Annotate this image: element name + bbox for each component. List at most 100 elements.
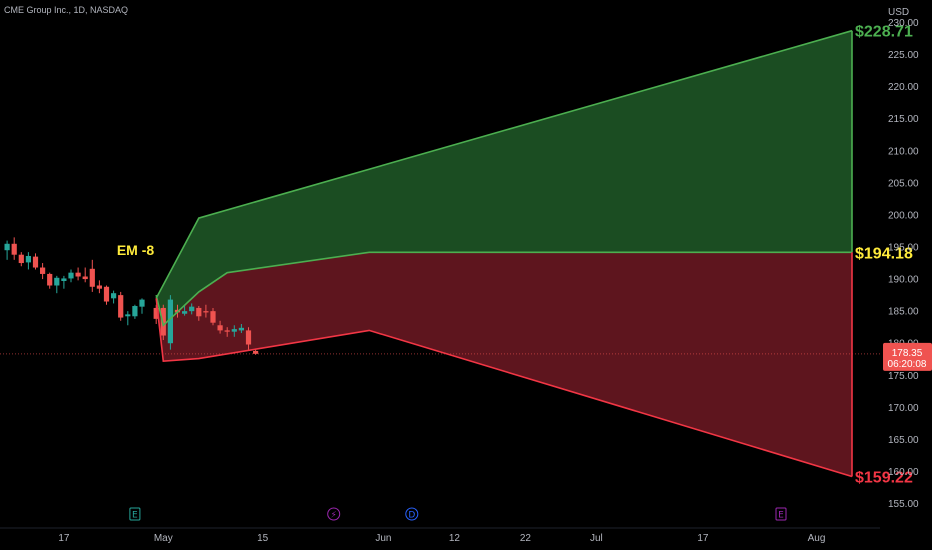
candle xyxy=(75,267,81,281)
upper-range-line xyxy=(155,29,853,299)
candle xyxy=(224,327,230,337)
level-label-2: $159.22 xyxy=(855,470,913,487)
candle xyxy=(132,304,138,319)
candle xyxy=(118,291,124,321)
candle xyxy=(11,237,17,260)
candle xyxy=(96,280,102,294)
candle-body xyxy=(210,311,216,323)
candle-body xyxy=(182,311,188,314)
candle xyxy=(61,275,67,289)
y-tick-label: 175.00 xyxy=(888,371,919,382)
y-tick-label: 210.00 xyxy=(888,146,919,157)
candle-body xyxy=(40,267,46,274)
candle-body xyxy=(89,268,95,287)
event-marker-0[interactable]: E xyxy=(129,507,141,521)
candle xyxy=(103,285,110,305)
event-marker-1[interactable]: ⚡ xyxy=(327,507,341,521)
x-tick-label: 15 xyxy=(257,533,269,544)
event-marker-circle xyxy=(405,507,419,521)
candle-body xyxy=(153,307,159,319)
candle-body xyxy=(196,307,202,317)
candle-body xyxy=(132,306,138,317)
time-axis[interactable]: 17 May 15 Jun 12 22 Jul 17 Aug xyxy=(58,533,825,544)
axis-currency-label: USD xyxy=(888,7,909,18)
candle xyxy=(203,304,209,318)
candle-body xyxy=(160,307,166,336)
candle-body xyxy=(125,314,131,317)
x-tick-label: Jun xyxy=(375,533,391,544)
candle-body xyxy=(32,256,39,268)
candle-body xyxy=(245,330,252,345)
candle-body xyxy=(103,286,110,302)
candle xyxy=(189,303,195,315)
candle xyxy=(47,272,53,289)
candle-body xyxy=(25,255,31,263)
x-tick-label: 22 xyxy=(520,533,532,544)
event-marker-label: ⚡ xyxy=(331,511,337,521)
candle xyxy=(231,325,237,337)
y-tick-label: 215.00 xyxy=(888,114,919,125)
y-tick-label: 220.00 xyxy=(888,82,919,93)
bar-countdown: 06:20:08 xyxy=(888,359,927,370)
x-tick-label: Aug xyxy=(808,533,826,544)
y-tick-label: 200.00 xyxy=(888,210,919,221)
candle xyxy=(25,252,31,270)
x-tick-label: May xyxy=(154,533,173,544)
candle-body xyxy=(231,329,237,332)
candle-body xyxy=(82,276,88,280)
candle xyxy=(89,259,95,292)
em-annotation: EM -8 xyxy=(117,242,155,258)
current-price-badge-bg xyxy=(883,342,932,371)
event-marker-circle xyxy=(327,507,341,521)
candle-body xyxy=(18,254,24,264)
y-tick-label: 160.00 xyxy=(888,467,919,478)
candle xyxy=(182,304,188,316)
candle xyxy=(4,240,10,260)
candle-body xyxy=(167,299,173,344)
y-tick-label: 205.00 xyxy=(888,178,919,189)
candle xyxy=(153,304,159,324)
candle xyxy=(167,295,173,350)
candle-body xyxy=(238,327,244,331)
candle xyxy=(139,298,145,314)
candle-body xyxy=(224,330,230,332)
y-tick-label: 195.00 xyxy=(888,242,919,253)
level-label-0: $228.71 xyxy=(855,24,913,41)
candle-body xyxy=(253,350,259,354)
y-tick-label: 165.00 xyxy=(888,435,919,446)
candle-body xyxy=(189,306,195,312)
candle xyxy=(54,275,60,294)
event-marker-2[interactable]: D xyxy=(405,507,419,521)
earnings-marker-box xyxy=(775,507,787,521)
y-tick-label: 190.00 xyxy=(888,275,919,286)
candle-body xyxy=(75,272,81,277)
level-label-1: $194.18 xyxy=(855,245,913,262)
current-price-label: 178.35 xyxy=(892,348,923,359)
candle xyxy=(210,307,216,326)
candle xyxy=(68,269,74,283)
candle xyxy=(18,252,24,267)
candle xyxy=(245,327,252,350)
candle-body xyxy=(4,243,10,251)
y-tick-label: 185.00 xyxy=(888,307,919,318)
event-marker-3[interactable]: E xyxy=(775,507,787,521)
candle xyxy=(82,267,88,283)
candle xyxy=(196,306,202,321)
candle-body xyxy=(68,272,74,279)
chart-title: CME Group Inc., 1D, NASDAQ xyxy=(4,5,129,15)
candle-body xyxy=(118,295,124,318)
x-tick-label: 17 xyxy=(58,533,70,544)
candle xyxy=(111,290,117,304)
candle-body xyxy=(203,311,209,313)
candle-body xyxy=(54,277,60,286)
earnings-marker-box xyxy=(129,507,141,521)
event-marker-label: E xyxy=(132,511,138,521)
candle-body xyxy=(96,285,102,289)
x-tick-label: Jul xyxy=(590,533,603,544)
y-tick-label: 155.00 xyxy=(888,499,919,510)
candle xyxy=(32,253,39,270)
candle-body xyxy=(139,299,145,307)
lower-range-line xyxy=(155,298,853,478)
candle-body xyxy=(61,278,67,282)
